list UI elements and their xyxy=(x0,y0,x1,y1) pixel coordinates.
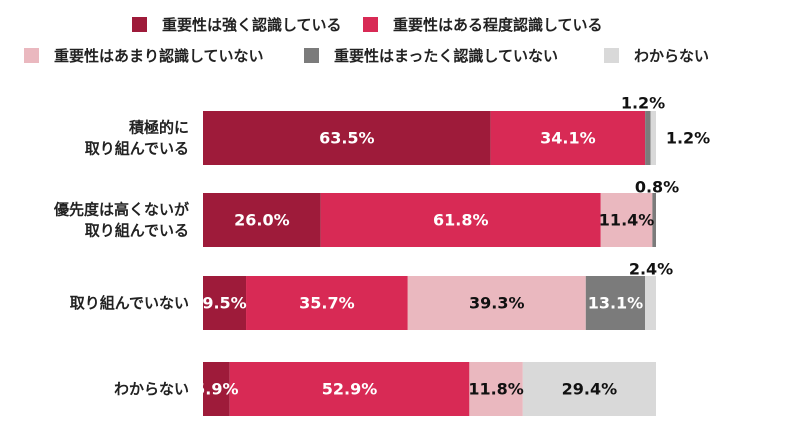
bar-segment xyxy=(203,111,491,165)
bar-segment xyxy=(203,193,321,247)
bar-segment xyxy=(650,111,656,165)
bar-segment xyxy=(645,276,656,330)
data-label: 34.1% xyxy=(540,129,596,148)
data-labels: 63.5% 34.1% 1.2%1.2% 26.0% 61.8% 11.4% 0.8% 9.5… xyxy=(194,94,710,399)
category-label: 積極的に取り組んでいる xyxy=(85,119,189,158)
data-label: 29.4% xyxy=(562,380,618,399)
bar-segment xyxy=(490,111,646,165)
bar-segment xyxy=(469,362,523,416)
bar-segment xyxy=(600,193,653,247)
data-label: 52.9% xyxy=(322,380,378,399)
bar-segment xyxy=(320,193,601,247)
category-label: 取り組んでいない xyxy=(70,294,189,312)
bar-segment xyxy=(246,276,408,330)
data-label: 13.1% xyxy=(588,294,644,313)
data-label: 11.8% xyxy=(468,380,524,399)
legend-label: 重要性は強く認識している xyxy=(162,16,342,34)
legend-swatch xyxy=(132,17,147,32)
bar-segment xyxy=(407,276,586,330)
bar-segment xyxy=(203,362,230,416)
bar-segment xyxy=(203,276,247,330)
data-label: 5.9% xyxy=(194,380,238,399)
legend-label: 重要性はある程度認識している xyxy=(393,16,603,34)
category-label: 優先度は高くないが取り組んでいる xyxy=(53,201,190,240)
legend-swatch xyxy=(304,48,319,63)
data-label: 1.2% xyxy=(666,129,710,148)
legend-label: わからない xyxy=(634,47,709,65)
data-label: 1.2% xyxy=(621,94,665,113)
data-label: 35.7% xyxy=(299,294,355,313)
chart-legend: 重要性は強く認識している 重要性はある程度認識している重要性はあまり認識していない… xyxy=(24,16,709,65)
legend-label: 重要性はあまり認識していない xyxy=(54,47,264,65)
data-label: 11.4% xyxy=(599,211,655,230)
data-label: 2.4% xyxy=(629,260,673,279)
bar-segment xyxy=(522,362,656,416)
legend-swatch xyxy=(363,17,378,32)
bar-segment xyxy=(585,276,646,330)
category-label: わからない xyxy=(114,380,189,398)
bar-segment xyxy=(645,111,651,165)
bar-segments xyxy=(203,111,656,416)
bar-segment xyxy=(652,193,656,247)
data-label: 9.5% xyxy=(202,294,246,313)
legend-label: 重要性はまったく認識していない xyxy=(334,47,558,65)
legend-swatch xyxy=(24,48,39,63)
data-label: 26.0% xyxy=(234,211,290,230)
data-label: 39.3% xyxy=(469,294,525,313)
data-label: 61.8% xyxy=(433,211,489,230)
bar-segment xyxy=(229,362,470,416)
data-label: 0.8% xyxy=(635,178,679,197)
legend-swatch xyxy=(604,48,619,63)
data-label: 63.5% xyxy=(319,129,375,148)
